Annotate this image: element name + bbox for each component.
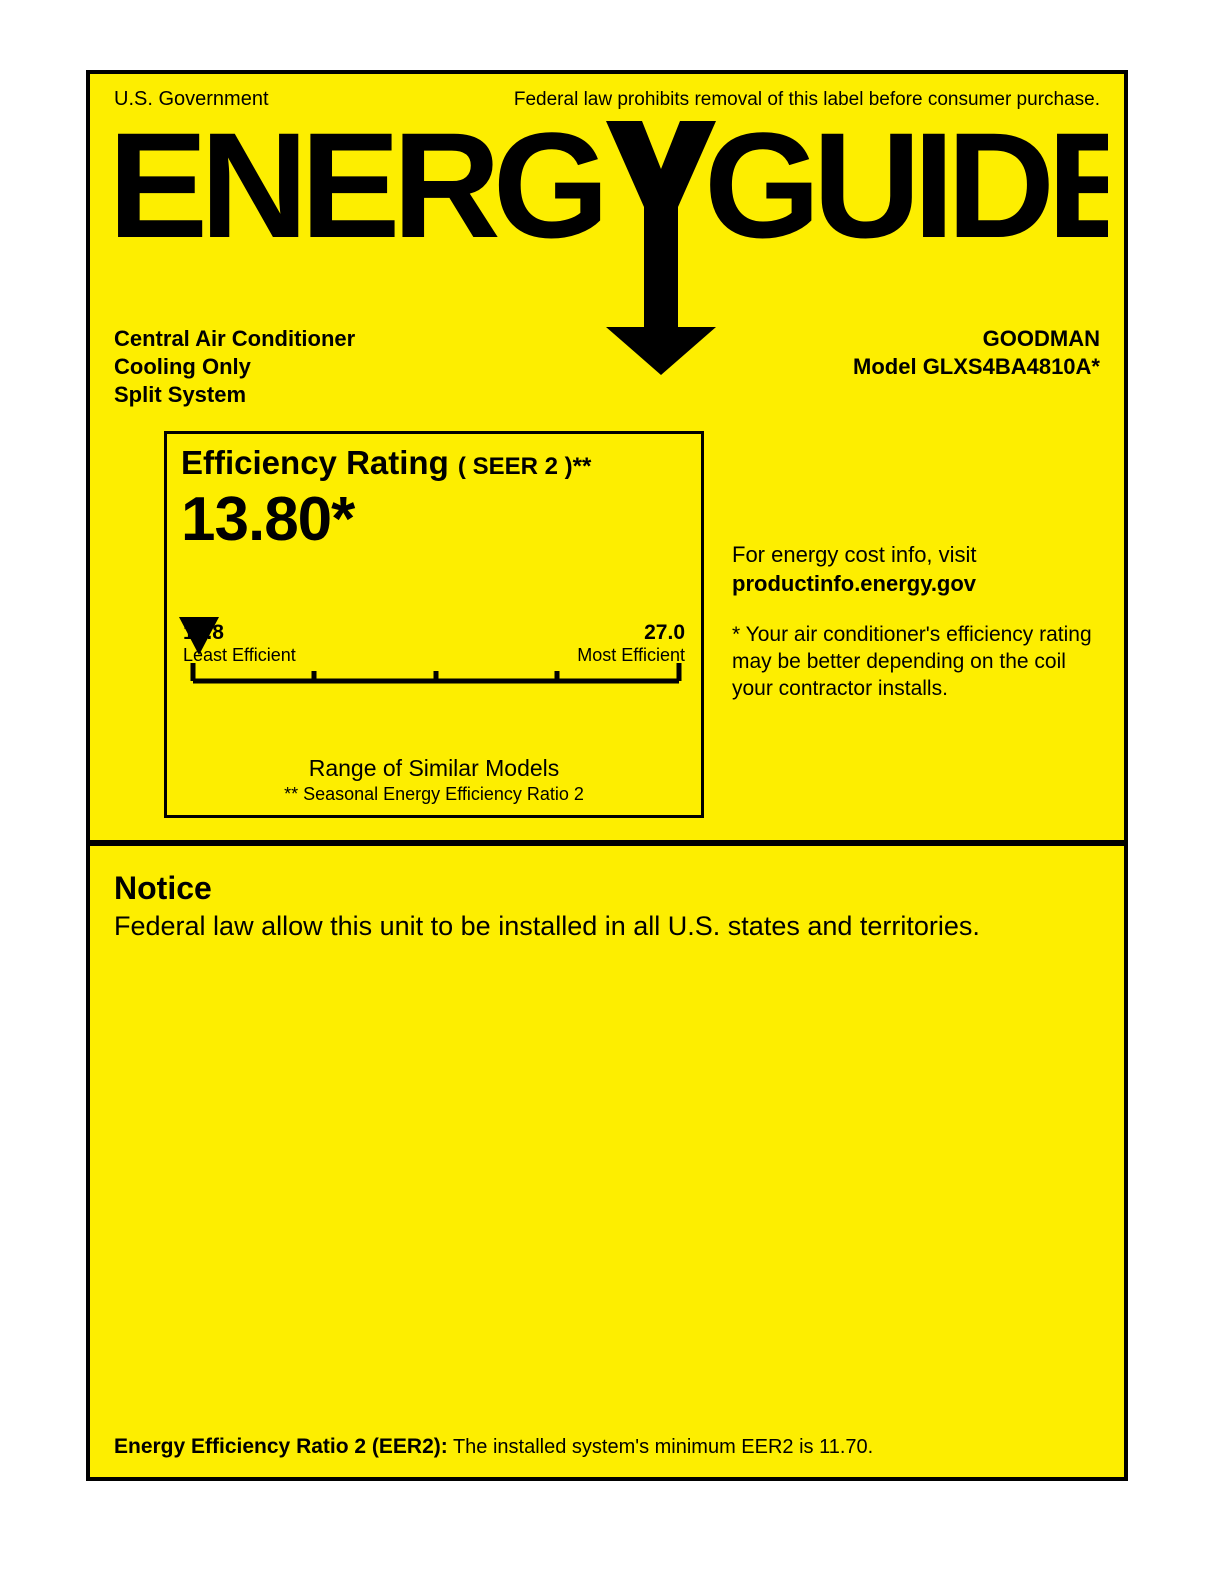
rating-metric: ( SEER 2 )** <box>458 453 591 480</box>
notice-heading: Notice <box>114 870 1100 907</box>
energyguide-logo-svg: ENERG GUIDE <box>108 107 1108 377</box>
eer-label: Energy Efficiency Ratio 2 (EER2): <box>114 1435 448 1458</box>
asterisk-note: * Your air conditioner's efficiency rati… <box>732 621 1100 703</box>
upper-section: U.S. Government Federal law prohibits re… <box>90 74 1124 840</box>
scale-axis <box>181 657 691 717</box>
range-caption: Range of Similar Models <box>181 755 687 782</box>
logo-text-left: ENERG <box>108 107 601 269</box>
rating-scale: 13.8 27.0 Least Efficient Most Efficient <box>181 621 687 741</box>
eer-footer: Energy Efficiency Ratio 2 (EER2): The in… <box>114 1435 1100 1459</box>
rating-title: Efficiency Rating ( SEER 2 )** <box>181 444 687 482</box>
logo-text-right: GUIDE <box>704 107 1108 269</box>
eer-text: The installed system's minimum EER2 is 1… <box>448 1436 873 1458</box>
energyguide-label: U.S. Government Federal law prohibits re… <box>86 70 1128 1481</box>
rating-row: Efficiency Rating ( SEER 2 )** 13.80* <box>114 431 1100 818</box>
rating-value: 13.80* <box>181 484 687 555</box>
seer-footnote: ** Seasonal Energy Efficiency Ratio 2 <box>181 784 687 805</box>
product-type-line3: Split System <box>114 381 355 409</box>
lower-section: Notice Federal law allow this unit to be… <box>90 846 1124 1477</box>
scale-max-value: 27.0 <box>644 621 685 645</box>
pointer-down-icon <box>179 617 219 655</box>
logo-y-arrow <box>606 121 716 375</box>
rating-title-text: Efficiency Rating <box>181 444 449 481</box>
page: U.S. Government Federal law prohibits re… <box>0 0 1214 1571</box>
energyguide-logo: ENERG GUIDE <box>114 113 1100 313</box>
cost-info-line: For energy cost info, visit <box>732 541 1100 570</box>
side-info: For energy cost info, visit productinfo.… <box>704 431 1100 818</box>
scale-values: 13.8 27.0 <box>181 621 687 645</box>
efficiency-rating-box: Efficiency Rating ( SEER 2 )** 13.80* <box>164 431 704 818</box>
cost-info-url: productinfo.energy.gov <box>732 570 1100 599</box>
notice-text: Federal law allow this unit to be instal… <box>114 911 1100 942</box>
